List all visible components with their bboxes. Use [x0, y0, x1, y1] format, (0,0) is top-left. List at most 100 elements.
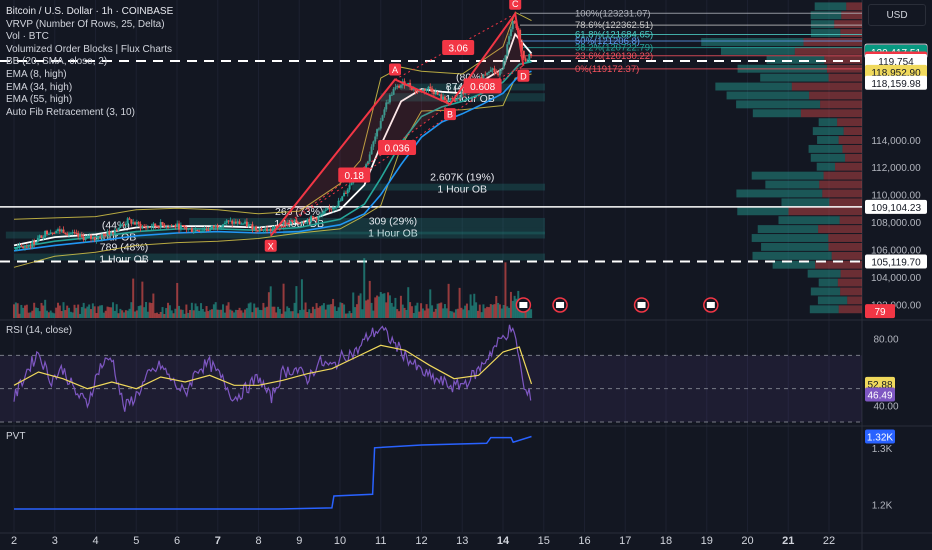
candle-body [495, 72, 498, 74]
candle-body [146, 226, 149, 228]
x-tick-label: 16 [578, 535, 590, 547]
price-tag-bg [865, 199, 927, 214]
candle-body [482, 74, 485, 81]
volume-bar [370, 302, 373, 318]
legend-line-fib[interactable]: Auto Fib Retracement (3, 10) [6, 106, 135, 118]
rsi-line [13, 324, 532, 412]
volume-bar [211, 309, 214, 318]
volume-bar [420, 303, 423, 318]
candle-body [377, 128, 380, 130]
volume-profile-row-sell [842, 144, 862, 153]
legend-line-ema8[interactable]: EMA (8, high) [6, 68, 67, 80]
pvt-pane [14, 435, 532, 510]
volume-bar [506, 306, 509, 318]
currency-button[interactable]: USD [868, 4, 926, 26]
volume-bar [321, 305, 324, 318]
volume-bar [150, 303, 153, 318]
pattern-point-label: X [268, 241, 274, 251]
candle-body [132, 222, 135, 224]
candle-body [42, 237, 45, 239]
volume-profile-row-buy [715, 82, 792, 91]
volume-bar [22, 307, 25, 318]
candle-body [526, 61, 529, 63]
candle-body [319, 214, 322, 217]
volume-bar [416, 302, 419, 318]
event-markers[interactable] [515, 297, 719, 313]
candle-body [165, 226, 168, 228]
candle-body [520, 41, 523, 51]
volume-bar [368, 280, 371, 318]
volume-bar [258, 309, 261, 318]
volume-bar [295, 286, 298, 318]
volume-bar [324, 309, 327, 318]
legend-line-volume[interactable]: Vol · BTC [6, 31, 49, 43]
legend-line-vrvp[interactable]: VRVP (Number Of Rows, 25, Delta) [6, 18, 165, 30]
price-tag-bg [865, 254, 927, 269]
volume-bar [260, 310, 263, 318]
x-tick-label: 14 [497, 535, 510, 547]
x-tick-label: 6 [174, 535, 180, 547]
volume-bar [482, 304, 485, 318]
volume-bar [299, 310, 302, 318]
volume-bar [183, 313, 186, 318]
price-tag: 105,119.70 [871, 258, 921, 269]
volume-bar [181, 309, 184, 318]
rsi-pane-label[interactable]: RSI (14, close) [6, 325, 73, 336]
price-tag: 79 [874, 307, 886, 318]
candle-body [374, 136, 377, 142]
order-block-zone [14, 253, 545, 261]
volume-bar [434, 308, 437, 318]
ratio-label: 0.18 [345, 171, 365, 182]
volume-bar [229, 309, 232, 318]
volume-bar [31, 310, 34, 318]
candle-body [486, 72, 489, 75]
candle-body [278, 226, 281, 228]
legend-line-ema34[interactable]: EMA (34, high) [6, 81, 73, 93]
candle-body [66, 233, 69, 235]
volume-bar [101, 305, 104, 318]
candle-body [190, 228, 193, 233]
candle-body [300, 222, 303, 224]
candle-body [350, 183, 353, 186]
volume-bar [399, 295, 402, 318]
candle-body [168, 225, 171, 228]
volume-bar [311, 306, 314, 318]
candle-body [524, 58, 527, 62]
candle-body [18, 245, 21, 248]
candle-body [528, 53, 531, 62]
candle-body [491, 68, 494, 70]
legend-line-ema55[interactable]: EMA (55, high) [6, 94, 73, 106]
candle-body [302, 222, 305, 224]
candle-body [20, 245, 23, 247]
volume-profile-row-sell [820, 100, 862, 109]
candle-body [33, 241, 36, 245]
legend-line-order-blocks[interactable]: Volumized Order Blocks | Flux Charts [6, 43, 172, 55]
volume-bar [242, 312, 245, 318]
volume-bar [42, 305, 45, 318]
candle-body [273, 225, 276, 229]
candle-body [22, 246, 25, 249]
pvt-pane-label[interactable]: PVT [6, 431, 26, 442]
symbol-title[interactable]: Bitcoin / U.S. Dollar · 1h · COINBASE [6, 6, 174, 17]
volume-bar [134, 311, 137, 318]
volume-profile-row-sell [828, 242, 862, 251]
legend-line-bb[interactable]: BB (20, SMA, close, 2) [6, 56, 108, 68]
volume-bar [18, 313, 21, 318]
pattern-point-badge [444, 108, 457, 121]
volume-bar [286, 306, 289, 318]
volume-bar [53, 313, 56, 318]
volume-bar [143, 307, 146, 318]
volume-bar [119, 308, 122, 318]
volume-bar [456, 308, 459, 318]
candle-body [174, 225, 177, 228]
candle-body [201, 230, 204, 232]
volume-profile-row-buy [757, 225, 819, 234]
rsi-value-tag: 52.88 [867, 380, 892, 391]
volume-bar [192, 310, 195, 318]
candle-body [130, 219, 133, 224]
volume-bar [445, 308, 448, 318]
volume-profile-row-buy [751, 234, 829, 242]
volume-bar [130, 302, 133, 318]
volume-profile-row-buy [781, 198, 830, 207]
